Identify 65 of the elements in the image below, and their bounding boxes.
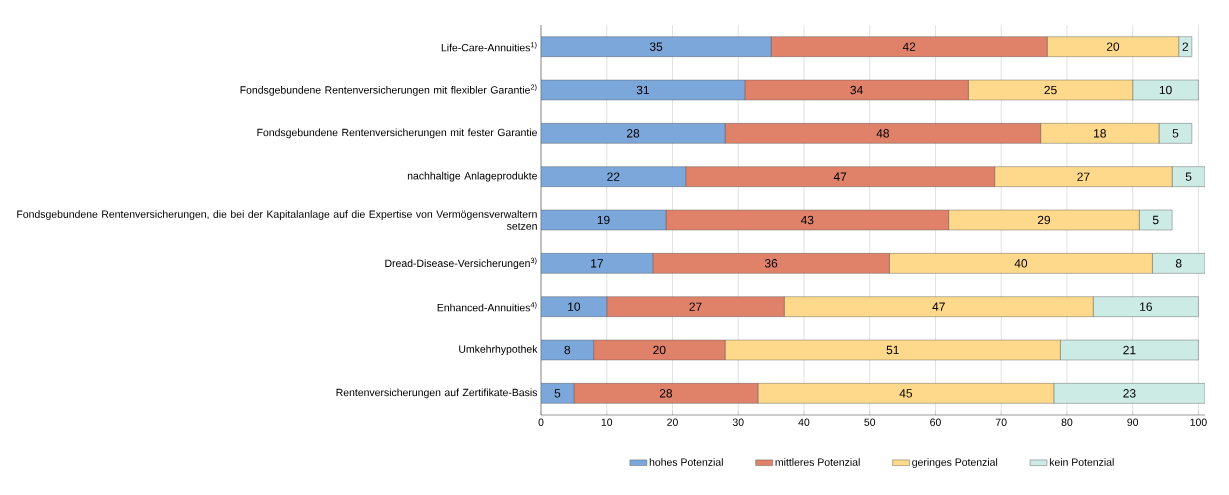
bar <box>541 36 772 57</box>
data-label: 5 <box>1152 215 1159 225</box>
data-label: 34 <box>850 85 863 95</box>
data-label: 29 <box>1037 215 1051 225</box>
data-label: 47 <box>833 172 847 181</box>
data-label: 5 <box>1185 172 1192 181</box>
x-tick-label: 80 <box>1061 418 1073 426</box>
data-label: 36 <box>764 259 778 268</box>
x-tick-label: 60 <box>930 418 941 426</box>
bar <box>541 296 607 317</box>
x-tick-label: 100 <box>1190 418 1207 426</box>
y-tick-label: Fondsgebundene Rentenversicherungen, die bei der Kapitalanlage auf die Expertise von Vermögensverwaltern setzen <box>17 210 537 230</box>
data-label: 28 <box>626 129 640 138</box>
data-label: 27 <box>689 302 702 311</box>
data-label: 5 <box>554 389 561 398</box>
x-tick-label: 90 <box>1127 418 1139 426</box>
data-label: 19 <box>597 215 610 225</box>
x-tick-label: 20 <box>667 418 678 426</box>
data-label: 8 <box>1175 259 1182 268</box>
x-tick-label: 0 <box>538 418 544 426</box>
y-tick-label: Rentenversicherungen auf Zertifikate-Basis <box>336 388 538 399</box>
y-tick-label: nachhaltige Anlageprodukte <box>407 171 537 182</box>
legend-label: kein Potenzial <box>1049 458 1114 466</box>
data-label: 2 <box>1182 42 1189 51</box>
x-tick-label: 30 <box>732 418 744 426</box>
y-tick-label: Dread-Disease-Versicherungen$^{3)}$ <box>385 257 537 270</box>
data-label: 47 <box>932 302 945 311</box>
y-tick-label: Fondsgebundene Rentenversicherungen mit flexibler Garantie$^{2)}$ <box>240 84 537 96</box>
data-label: 20 <box>1106 42 1120 51</box>
data-label: 17 <box>591 259 603 268</box>
data-label: 20 <box>653 345 666 355</box>
data-label: 27 <box>1077 172 1090 181</box>
data-label: 35 <box>649 42 663 51</box>
data-label: 40 <box>1014 259 1028 268</box>
bar <box>541 166 686 187</box>
bar <box>541 253 653 274</box>
data-label: 45 <box>899 389 913 398</box>
data-label: 28 <box>659 389 673 398</box>
data-label: 10 <box>568 302 581 311</box>
legend-label: geringes Potenzial <box>912 458 998 468</box>
y-tick-label: Umkehrhypothek <box>459 345 538 355</box>
data-label: 5 <box>1172 129 1179 138</box>
data-label: 25 <box>1044 85 1057 95</box>
x-tick-label: 40 <box>798 418 810 426</box>
data-label: 51 <box>886 345 899 355</box>
data-label: 43 <box>800 215 814 225</box>
data-label: 31 <box>636 85 649 95</box>
data-label: 10 <box>1159 85 1172 95</box>
data-label: 18 <box>1094 129 1106 138</box>
data-label: 23 <box>1123 389 1136 398</box>
data-label: 42 <box>902 42 916 51</box>
data-label: 48 <box>876 129 889 138</box>
legend-label: mittleres Potenzial <box>775 458 860 466</box>
data-label: 21 <box>1123 345 1136 355</box>
y-tick-label: Fondsgebundene Rentenversicherungen mit fester Garantie <box>257 128 537 139</box>
data-label: 16 <box>1140 302 1152 311</box>
bar <box>541 123 726 144</box>
data-label: 8 <box>564 345 571 355</box>
x-tick-label: 10 <box>601 418 613 426</box>
data-label: 22 <box>607 172 620 181</box>
y-tick-label: Enhanced-Annuities$^{4)}$ <box>437 301 537 312</box>
y-tick-label: Life-Care-Annuities$^{1)}$ <box>441 41 537 52</box>
x-tick-label: 50 <box>864 418 876 426</box>
legend-label: hohes Potenzial <box>649 458 723 466</box>
x-tick-label: 70 <box>995 418 1007 426</box>
